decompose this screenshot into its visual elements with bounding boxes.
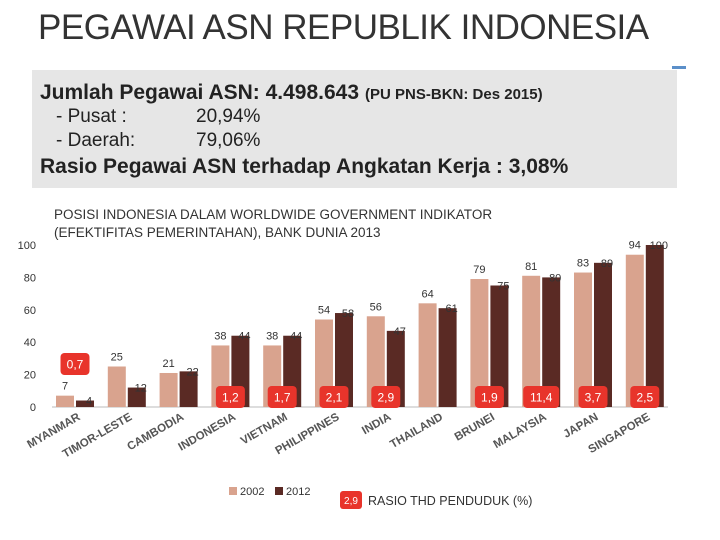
value-label-2002: 94: [629, 240, 641, 252]
bar-2002: [522, 275, 541, 407]
title-accent-line: [672, 66, 686, 69]
central-share-row: - Pusat : 20,94%: [56, 106, 260, 128]
ratio-marker: [371, 386, 401, 408]
value-label-2012: 47: [394, 326, 406, 338]
bar-2012: [542, 277, 561, 407]
category-label: JAPAN: [561, 411, 600, 440]
value-label-2002: 79: [473, 264, 485, 276]
bar-2012: [490, 285, 509, 407]
ratio-label: 1,2: [222, 391, 239, 405]
bar-2012: [179, 371, 198, 407]
value-label-2002: 83: [577, 258, 589, 270]
ratio-legend-marker: [340, 491, 362, 509]
category-label: CAMBODIA: [125, 411, 186, 453]
value-label-2002: 38: [266, 330, 278, 342]
y-tick-label: 100: [18, 240, 36, 252]
bar-2002: [159, 372, 178, 407]
info-box: [32, 70, 677, 188]
value-label-2002: 38: [214, 330, 226, 342]
y-tick-label: 20: [24, 370, 36, 382]
ratio-marker: [60, 353, 90, 375]
bar-2002: [418, 303, 437, 407]
bar-2012: [335, 313, 353, 407]
legend-label-2012: 2012: [286, 486, 310, 498]
central-share-value: 20,94%: [196, 106, 261, 127]
value-label-2012: 4: [86, 396, 92, 408]
ratio-label: 0,7: [67, 358, 84, 372]
category-label: INDIA: [360, 411, 393, 437]
bar-2002: [625, 254, 644, 407]
value-label-2002: 7: [62, 381, 68, 393]
bar-2012: [594, 262, 612, 407]
bar-2002: [574, 272, 592, 407]
chart-title-line: POSISI INDONESIA DALAM WORLDWIDE GOVERNM…: [54, 207, 492, 222]
value-label-2002: 25: [111, 352, 123, 364]
value-label-2002: 21: [162, 358, 174, 370]
category-label: BRUNEI: [453, 411, 497, 443]
regional-share-row: - Daerah: 79,06%: [56, 130, 260, 152]
total-label: Jumlah Pegawai ASN: 4.498.643: [40, 81, 360, 104]
value-label-2002: 54: [318, 305, 330, 317]
workforce-ratio: Rasio Pegawai ASN terhadap Angkatan Kerj…: [40, 155, 569, 178]
ratio-label: 2,9: [377, 391, 394, 405]
value-label-2002: 81: [525, 261, 537, 273]
bar-2012: [438, 308, 457, 407]
value-label-2012: 44: [290, 331, 302, 343]
value-label-2002: 56: [370, 301, 382, 313]
chart-title-line: (EFEKTIFITAS PEMERINTAHAN), BANK DUNIA 2…: [54, 225, 381, 240]
value-label-2012: 12: [135, 383, 147, 395]
y-tick-label: 0: [30, 402, 36, 414]
value-label-2012: 80: [549, 272, 561, 284]
total-source-note: (PU PNS-BKN: Des 2015): [365, 86, 543, 103]
legend-label-2002: 2002: [240, 486, 264, 498]
ratio-marker: [215, 386, 245, 408]
bar-2002: [107, 366, 126, 407]
value-label-2012: 58: [342, 308, 354, 320]
bar-2012: [76, 400, 94, 407]
y-tick-label: 40: [24, 337, 36, 349]
bar-2002: [56, 395, 74, 407]
ratio-label: 3,7: [585, 391, 602, 405]
ratio-label: 11,4: [530, 391, 553, 405]
ratio-marker: [474, 386, 504, 408]
regional-share-value: 79,06%: [196, 130, 261, 151]
legend-swatch-2002: [229, 487, 237, 495]
legend-swatch-2012: [275, 487, 283, 495]
ratio-marker: [630, 386, 660, 408]
category-label: THAILAND: [388, 411, 445, 451]
total-employees: Jumlah Pegawai ASN: 4.498.643 (PU PNS-BKN…: [40, 81, 543, 105]
central-share-label: - Pusat :: [56, 106, 127, 127]
ratio-label: 1,9: [481, 391, 498, 405]
bar-2002: [470, 279, 489, 407]
value-label-2012: 89: [601, 258, 613, 270]
ratio-marker: [578, 386, 608, 408]
value-label-2012: 22: [186, 366, 198, 378]
value-label-2012: 61: [445, 303, 457, 315]
value-label-2002: 64: [421, 288, 433, 300]
bar-2002: [366, 316, 385, 407]
bar-2002: [315, 319, 333, 407]
regional-share-label: - Daerah:: [56, 130, 136, 151]
category-label: MALAYSIA: [492, 411, 549, 451]
bar-2012: [645, 245, 664, 407]
ratio-marker: [267, 386, 297, 408]
ratio-label: 1,7: [274, 391, 291, 405]
y-tick-label: 80: [24, 272, 36, 284]
ratio-legend-sample: 2,9: [344, 496, 358, 507]
bar-2012: [127, 387, 146, 407]
y-tick-label: 60: [24, 305, 36, 317]
value-label-2012: 75: [497, 281, 509, 293]
value-label-2012: 100: [650, 240, 668, 252]
ratio-label: 2,1: [326, 391, 343, 405]
ratio-legend-label: RASIO THD PENDUDUK (%): [368, 494, 532, 508]
category-label: INDONESIA: [177, 411, 238, 453]
value-label-2012: 44: [238, 331, 250, 343]
ratio-marker: [523, 386, 560, 408]
ratio-label: 2,5: [636, 391, 653, 405]
ratio-marker: [319, 386, 349, 408]
page-title: PEGAWAI ASN REPUBLIK INDONESIA: [38, 8, 649, 47]
